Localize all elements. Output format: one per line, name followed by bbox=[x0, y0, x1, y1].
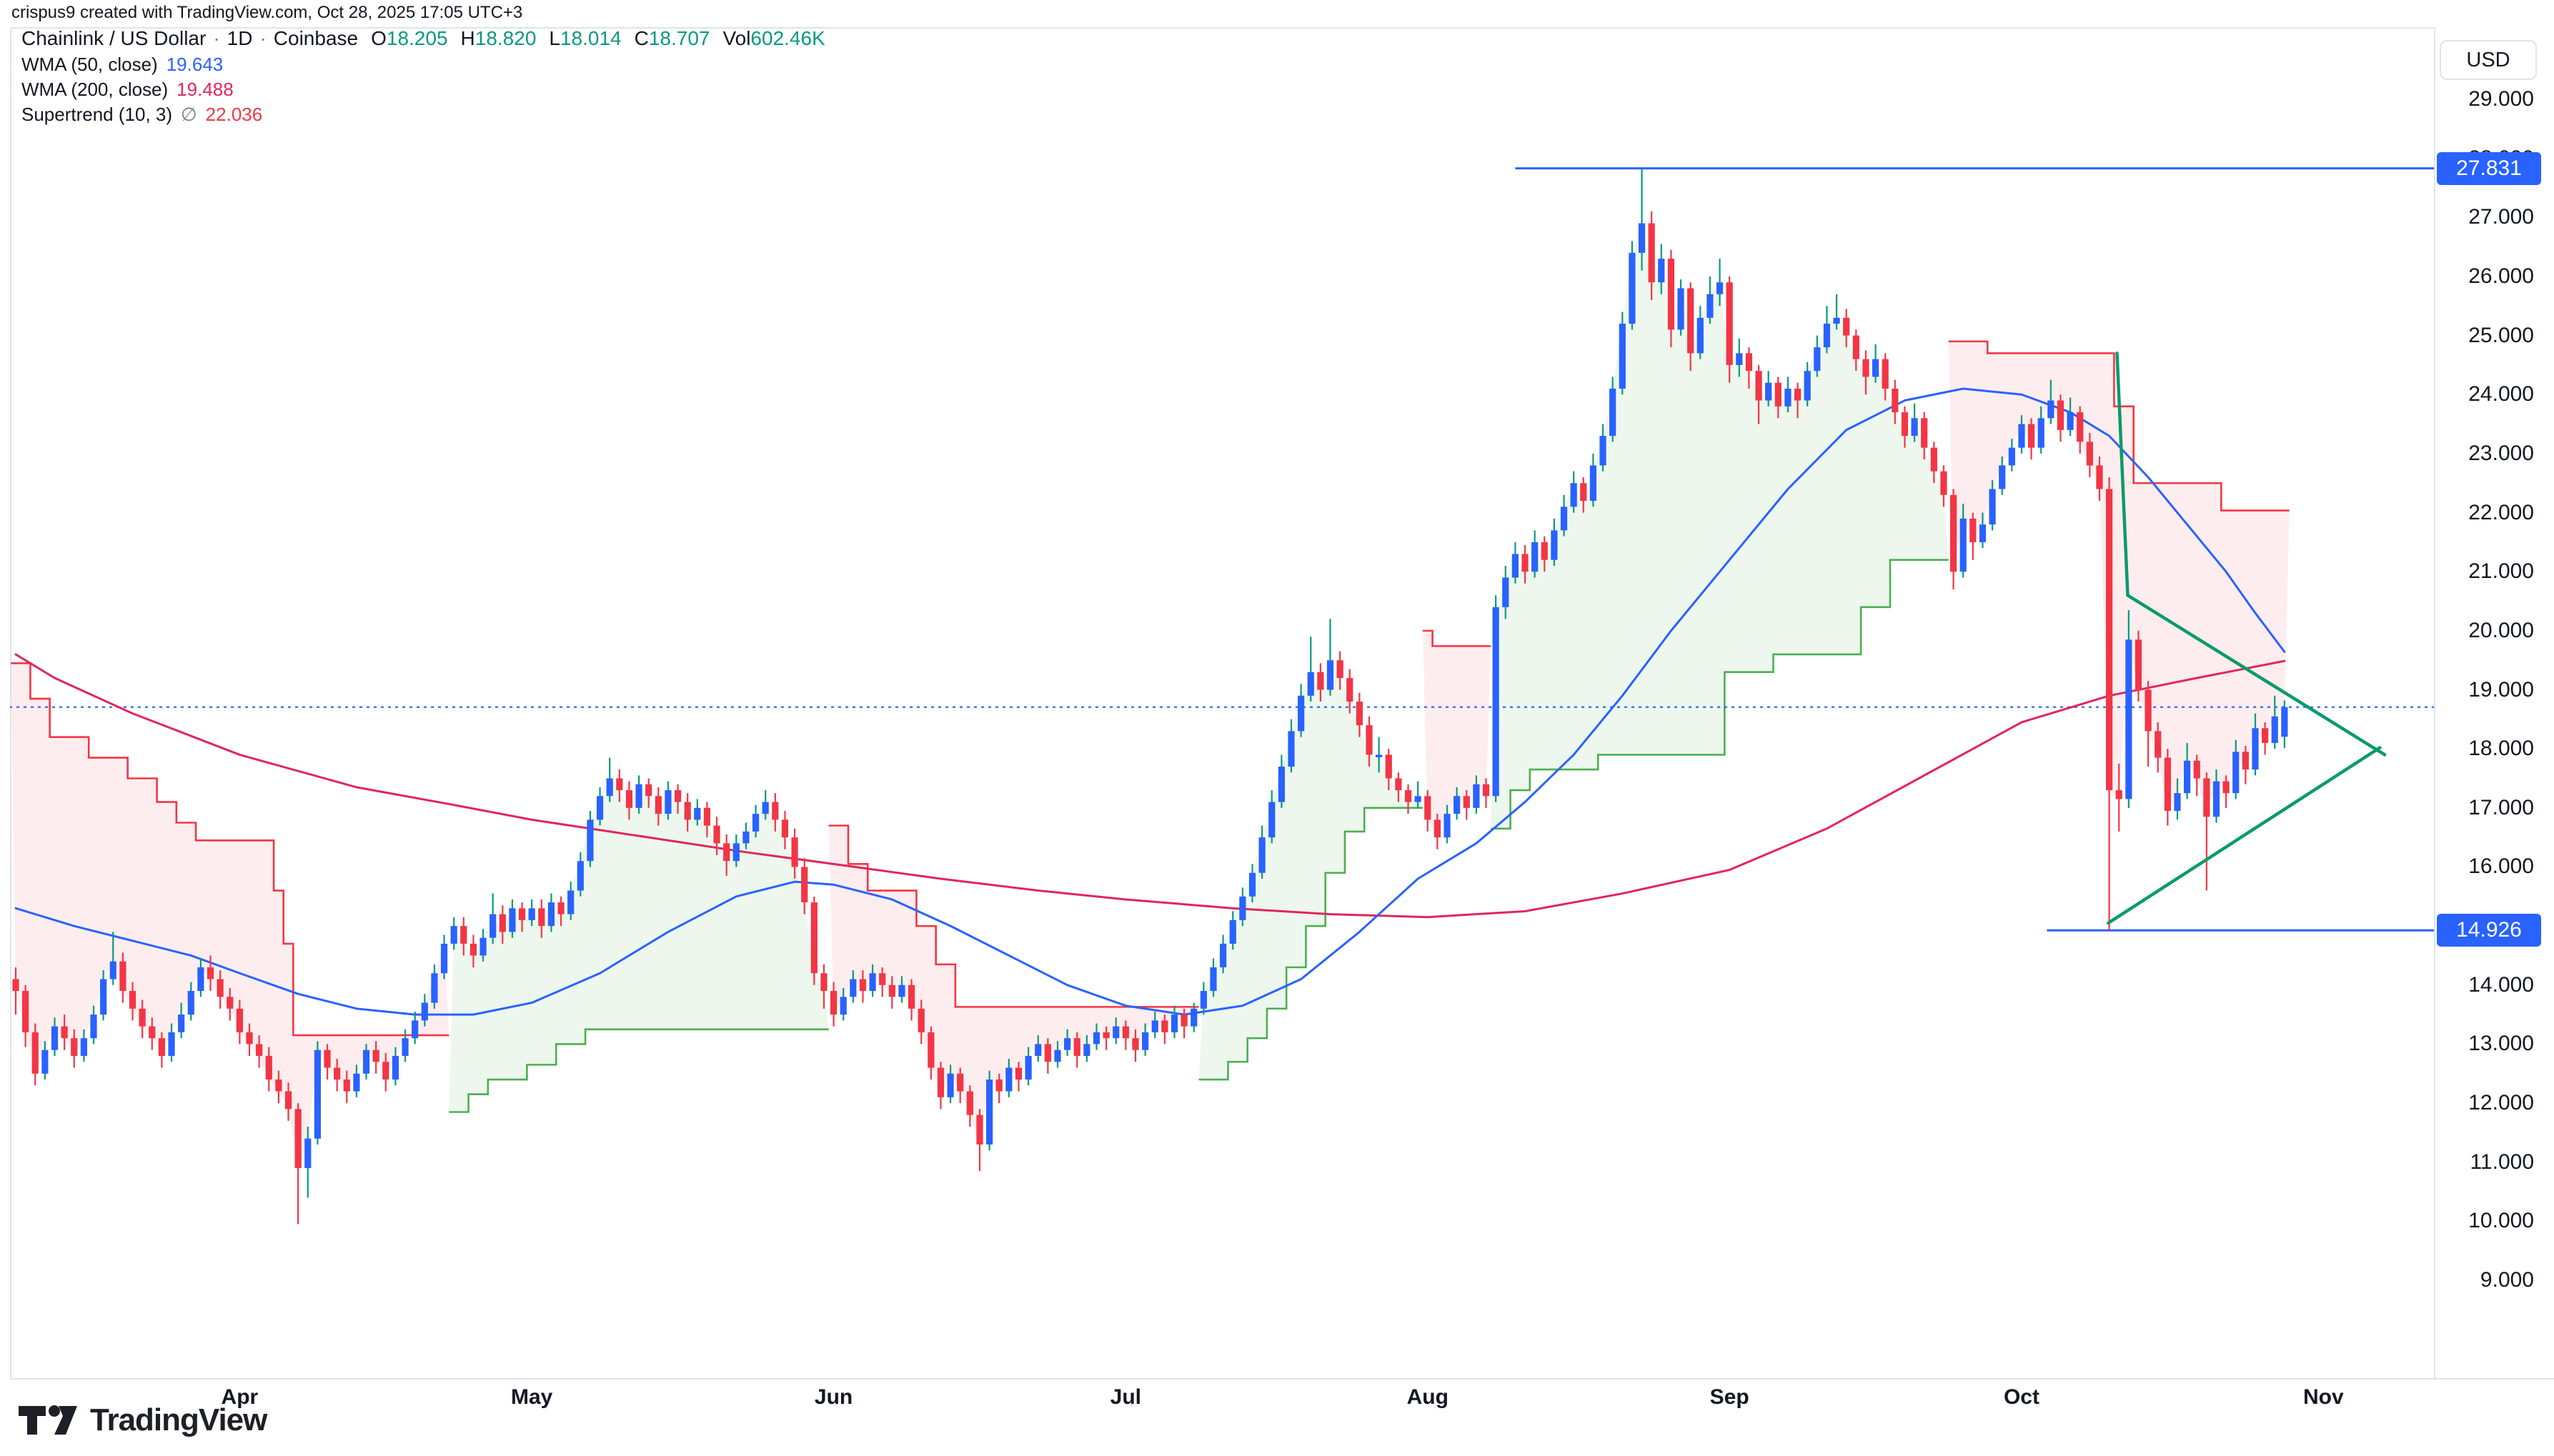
price-tick-label: 13.000 bbox=[2468, 1032, 2534, 1056]
chart-border-top bbox=[10, 27, 2554, 29]
month-label-sep: Sep bbox=[1709, 1385, 1749, 1409]
legend-separator: · bbox=[259, 27, 267, 49]
month-label-nov: Nov bbox=[2303, 1385, 2344, 1409]
price-tick-label: 14.000 bbox=[2468, 972, 2534, 997]
price-tick-label: 10.000 bbox=[2468, 1209, 2534, 1233]
chart-border-bottom bbox=[10, 1378, 2554, 1380]
low-value: 18.014 bbox=[560, 27, 622, 49]
month-label-may: May bbox=[510, 1385, 553, 1409]
price-tick-label: 26.000 bbox=[2468, 264, 2534, 288]
month-label-jul: Jul bbox=[1110, 1385, 1142, 1409]
price-tick-label: 24.000 bbox=[2468, 382, 2534, 407]
price-tick-label: 16.000 bbox=[2468, 854, 2534, 879]
price-tick-label: 17.000 bbox=[2468, 795, 2534, 819]
price-tick-label: 9.000 bbox=[2480, 1268, 2534, 1292]
symbol-name: Chainlink / US Dollar bbox=[21, 27, 207, 49]
price-axis-separator bbox=[2434, 27, 2435, 1380]
month-label-apr: Apr bbox=[221, 1385, 259, 1409]
price-tick-label: 27.000 bbox=[2468, 205, 2534, 229]
price-tick-label: 25.000 bbox=[2468, 323, 2534, 347]
tradingview-logo-text: TradingView bbox=[90, 1402, 267, 1437]
supertrend-name: Supertrend (10, 3) bbox=[21, 104, 173, 125]
symbol-exchange: Coinbase bbox=[273, 27, 359, 49]
supertrend-value: 22.036 bbox=[205, 104, 263, 125]
wma200-name: WMA (200, close) bbox=[21, 79, 169, 100]
price-axis[interactable]: USD 27.831 14.926 29.00028.00027.00026.0… bbox=[2435, 27, 2554, 1378]
chart-border-left bbox=[10, 27, 11, 1380]
legend-supertrend-row[interactable]: Supertrend (10, 3) ∅ 22.036 bbox=[21, 105, 825, 124]
tradingview-logo-icon bbox=[19, 1405, 77, 1435]
price-tick-label: 29.000 bbox=[2468, 87, 2534, 111]
average-icon: ∅ bbox=[181, 104, 197, 125]
price-tick-label: 12.000 bbox=[2468, 1091, 2534, 1115]
price-tick-label: 18.000 bbox=[2468, 737, 2534, 761]
low-label: L bbox=[549, 27, 560, 49]
wma50-name: WMA (50, close) bbox=[21, 54, 158, 75]
volume-label: Vol bbox=[722, 27, 751, 49]
price-tick-label: 22.000 bbox=[2468, 500, 2534, 524]
month-label-oct: Oct bbox=[2003, 1385, 2039, 1409]
open-value: 18.205 bbox=[386, 27, 448, 49]
legend-separator: · bbox=[213, 27, 220, 49]
price-tick-label: 11.000 bbox=[2470, 1150, 2534, 1174]
high-value: 18.820 bbox=[474, 27, 537, 49]
month-label-jun: Jun bbox=[814, 1385, 853, 1409]
currency-badge: USD bbox=[2440, 40, 2537, 80]
close-value: 18.707 bbox=[648, 27, 710, 49]
legend-symbol-row[interactable]: Chainlink / US Dollar · 1D · Coinbase O18.205… bbox=[21, 29, 825, 49]
high-label: H bbox=[460, 27, 475, 49]
month-label-aug: Aug bbox=[1406, 1385, 1449, 1409]
tradingview-logo[interactable]: TradingView bbox=[17, 1402, 267, 1439]
wma50-value: 19.643 bbox=[166, 54, 224, 75]
price-alert-label-high: 27.831 bbox=[2437, 151, 2541, 185]
price-tick-label: 19.000 bbox=[2468, 677, 2534, 702]
price-tick-label: 23.000 bbox=[2468, 441, 2534, 465]
close-label: C bbox=[634, 27, 649, 49]
legend: Chainlink / US Dollar · 1D · Coinbase O18.205… bbox=[21, 29, 825, 130]
wma200-value: 19.488 bbox=[177, 79, 234, 100]
legend-wma200-row[interactable]: WMA (200, close) 19.488 bbox=[21, 80, 825, 99]
open-label: O bbox=[371, 27, 387, 49]
symbol-interval: 1D bbox=[227, 27, 253, 49]
price-alert-label-low: 14.926 bbox=[2437, 914, 2541, 947]
watermark-attribution: crispus9 created with TradingView.com, O… bbox=[11, 3, 523, 22]
price-tick-label: 21.000 bbox=[2468, 559, 2534, 584]
price-tick-label: 20.000 bbox=[2468, 618, 2534, 642]
time-axis[interactable]: Apr May Jun Jul Aug Sep Oct Nov bbox=[10, 1380, 2554, 1422]
legend-wma50-row[interactable]: WMA (50, close) 19.643 bbox=[21, 55, 825, 74]
volume-value: 602.46K bbox=[750, 27, 825, 49]
